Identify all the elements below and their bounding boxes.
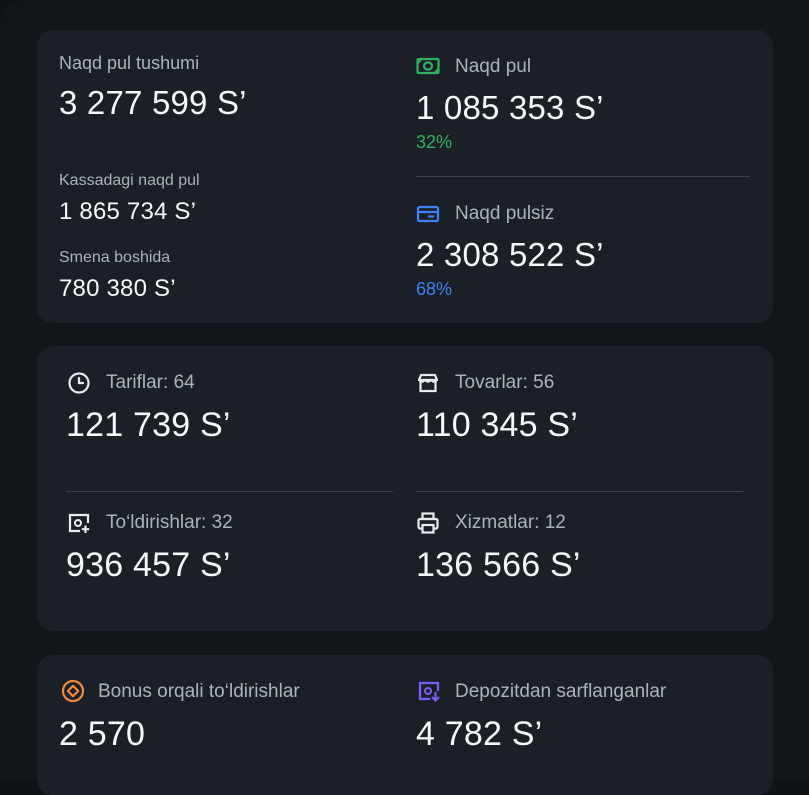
cash-in-register-label: Kassadagi naqd pul	[59, 172, 200, 189]
topups-label: To‘ldirishlar: 32	[106, 512, 233, 533]
cash-label: Naqd pul	[455, 56, 532, 77]
cash-value: 1 085 353 S’	[416, 89, 604, 126]
tariffs-label: Tariflar: 64	[106, 372, 195, 393]
shift-start-value: 780 380 S’	[59, 275, 176, 302]
card-icon	[416, 202, 440, 226]
cash-income-label: Naqd pul tushumi	[59, 53, 200, 73]
divider	[66, 491, 393, 492]
bonus-label: Bonus orqali to‘ldirishlar	[98, 681, 300, 702]
categories-card: Tariflar: 64 121 739 S’ Tovarlar: 56 110…	[37, 346, 773, 631]
cash-in-register-value: 1 865 734 S’	[59, 198, 197, 225]
goods-value: 110 345 S’	[416, 406, 579, 444]
shift-start-label: Smena boshida	[59, 249, 171, 266]
cash-income-value: 3 277 599 S’	[59, 84, 247, 121]
bonus-value: 2 570	[59, 715, 146, 753]
divider	[416, 176, 750, 177]
services-label: Xizmatlar: 12	[455, 512, 566, 533]
cashless-percent: 68%	[416, 279, 453, 299]
printer-icon	[416, 511, 440, 535]
topups-value: 936 457 S’	[66, 546, 231, 584]
cashless-label: Naqd pulsiz	[455, 203, 555, 224]
cashless-value: 2 308 522 S’	[416, 236, 604, 273]
deposit-icon	[417, 679, 441, 703]
clock-icon	[67, 371, 91, 395]
extras-card: Bonus orqali to‘ldirishlar 2 570 Depozit…	[37, 655, 773, 795]
services-value: 136 566 S’	[416, 546, 581, 584]
bonus-icon	[61, 679, 85, 703]
cash-summary-card: Naqd pul tushumi 3 277 599 S’ Kassadagi …	[37, 30, 773, 323]
divider	[416, 491, 743, 492]
deposit-label: Depozitdan sarflanganlar	[455, 681, 667, 702]
deposit-value: 4 782 S’	[416, 715, 543, 753]
cash-percent: 32%	[416, 132, 453, 152]
topup-icon	[67, 511, 91, 535]
tariffs-value: 121 739 S’	[66, 406, 231, 444]
goods-label: Tovarlar: 56	[455, 372, 555, 393]
cash-icon	[416, 54, 440, 78]
store-icon	[416, 371, 440, 395]
